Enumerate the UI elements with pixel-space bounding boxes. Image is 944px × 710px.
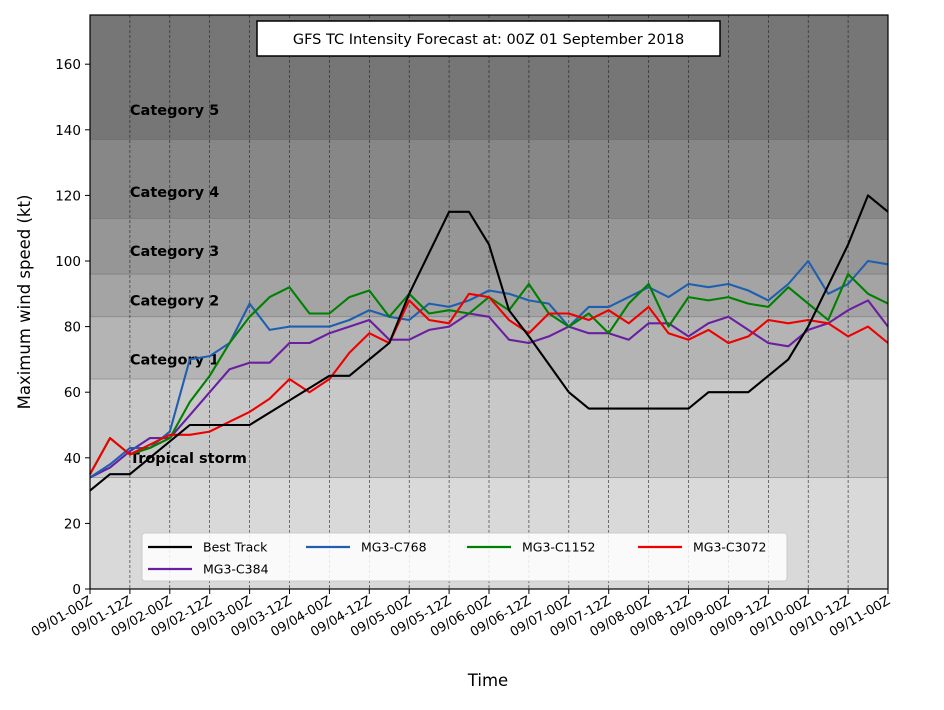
legend-label: MG3-C768 [361,540,427,555]
y-tick-label: 40 [64,451,81,467]
y-tick-label: 100 [55,254,81,270]
legend-item: MG3-C3072 [638,540,766,555]
legend-item: Best Track [148,540,268,555]
y-tick-label: 160 [55,57,81,73]
legend-item: MG3-C384 [148,562,269,577]
legend-label: MG3-C3072 [693,540,766,555]
band-label: Category 4 [130,185,219,201]
series-lines [89,194,889,492]
band-label: Category 2 [130,293,219,309]
y-tick-label: 0 [72,582,81,598]
legend-frame [141,532,788,582]
legend-label: MG3-C1152 [522,540,595,555]
legend-item: MG3-C1152 [467,540,595,555]
series-line-best-track [89,194,889,492]
band-label: Category 3 [130,244,219,260]
band-label: Category 1 [130,352,219,368]
series-line-mg3-c384 [89,299,889,479]
category-band-labels: Tropical storm Category 1 Category 2 Catego… [130,103,247,467]
y-tick-label: 20 [64,516,81,532]
chart-title-frame [256,20,721,57]
chart-title-box: GFS TC Intensity Forecast at: 00Z 01 Sep… [256,20,721,57]
legend-item: MG3-C768 [306,540,427,555]
series-line-mg3-c768 [89,259,889,479]
y-tick-label: 60 [64,385,81,401]
y-tick-label: 140 [55,123,81,139]
vertical-gridlines [129,15,849,589]
band-label: Category 5 [130,103,219,119]
x-axis-label: Time [467,671,508,690]
y-axis-label: Maximum wind speed (kt) [15,195,34,410]
chart-title: GFS TC Intensity Forecast at: 00Z 01 Sep… [293,32,684,48]
legend-label: Best Track [203,540,268,555]
band-label: Tropical storm [130,451,247,467]
y-tick-label: 80 [64,320,81,336]
legend: Best Track MG3-C768 MG3-C1152 MG3-C3072 MG3-… [141,532,788,582]
y-tick-label: 120 [55,188,81,204]
legend-label: MG3-C384 [203,562,269,577]
